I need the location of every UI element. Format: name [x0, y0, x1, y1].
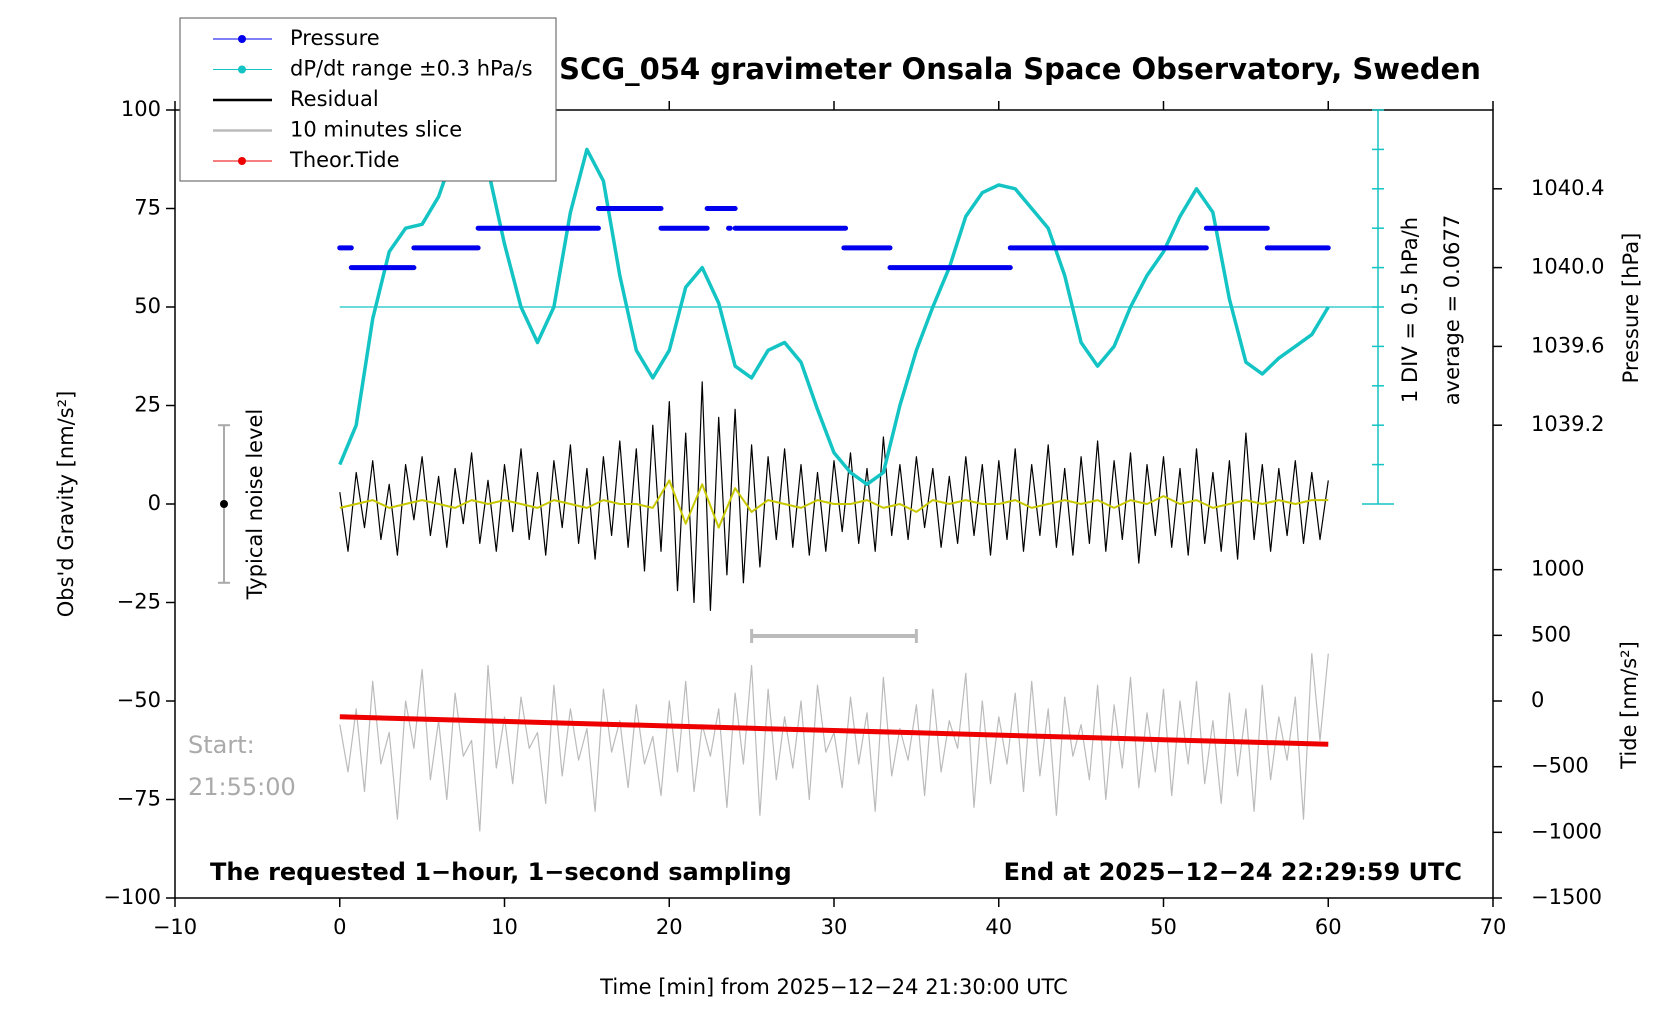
tide-tick-label: −500 — [1531, 754, 1589, 778]
average-label: average = 0.0677 — [1440, 215, 1464, 405]
noise-center — [220, 500, 228, 508]
y-tick-label: −25 — [117, 590, 161, 614]
bottom-left-note: The requested 1−hour, 1−second sampling — [210, 858, 792, 886]
tide-tick-label: 0 — [1531, 688, 1544, 712]
x-tick-label: 40 — [985, 915, 1012, 939]
x-tick-label: 60 — [1315, 915, 1342, 939]
legend-marker — [238, 35, 246, 43]
plot-area — [337, 110, 1331, 832]
y-tick-label: 0 — [148, 491, 161, 515]
legend-marker — [238, 157, 246, 165]
tide-tick-label: −1500 — [1531, 885, 1602, 909]
y-tick-label: −50 — [117, 688, 161, 712]
start-label: Start: — [188, 731, 255, 759]
pressure-tick-label: 1040.0 — [1531, 255, 1604, 279]
pressure-tick-label: 1040.4 — [1531, 176, 1604, 200]
legend-label: dP/dt range ±0.3 hPa/s — [290, 57, 533, 81]
start-time: 21:55:00 — [188, 773, 296, 801]
tide-tick-label: 1000 — [1531, 557, 1584, 581]
pressure-tick-label: 1039.6 — [1531, 333, 1604, 357]
y-tick-label: −100 — [103, 885, 161, 909]
legend-marker — [238, 65, 246, 74]
legend: Pressure dP/dt range ±0.3 hPa/s Residual 10… — [179, 17, 557, 182]
x-tick-label: 30 — [821, 915, 848, 939]
x-tick-label: 20 — [656, 915, 683, 939]
tide-tick-label: 500 — [1531, 622, 1571, 646]
chart-title: SCG_054 gravimeter Onsala Space Observat… — [559, 52, 1481, 86]
y-tick-label: 100 — [121, 97, 161, 121]
y-tick-label: 25 — [134, 393, 161, 417]
tide-tick-label: −1000 — [1531, 819, 1602, 843]
div-label: 1 DIV = 0.5 hPa/h — [1398, 217, 1422, 403]
series-line — [338, 110, 1330, 487]
x-tick-label: 10 — [491, 915, 518, 939]
x-tick-label: 0 — [333, 915, 346, 939]
tide-axis-label: Tide [nm/s²] — [1617, 641, 1641, 770]
x-tick-label: 70 — [1480, 915, 1507, 939]
legend-label: Theor.Tide — [289, 148, 400, 172]
y-tick-label: 75 — [134, 196, 161, 220]
series-line — [339, 479, 1329, 529]
series-line — [339, 381, 1329, 612]
x-axis-label: Time [min] from 2025−12−24 21:30:00 UTC — [599, 975, 1068, 999]
y-tick-label: 50 — [134, 294, 161, 318]
pressure-tick-label: 1039.2 — [1531, 412, 1604, 436]
y-tick-label: −75 — [117, 787, 161, 811]
legend-label: 10 minutes slice — [290, 118, 462, 142]
y-axis-label: Obs'd Gravity [nm/s²] — [54, 391, 78, 618]
noise-label: Typical noise level — [243, 409, 267, 601]
series-line — [339, 714, 1329, 747]
legend-label: Pressure — [290, 26, 380, 50]
bottom-right-note: End at 2025−12−24 22:29:59 UTC — [1004, 858, 1462, 886]
legend-label: Residual — [290, 87, 379, 111]
pressure-axis-label: Pressure [hPa] — [1619, 233, 1643, 384]
x-tick-label: −10 — [153, 915, 197, 939]
x-tick-label: 50 — [1150, 915, 1177, 939]
